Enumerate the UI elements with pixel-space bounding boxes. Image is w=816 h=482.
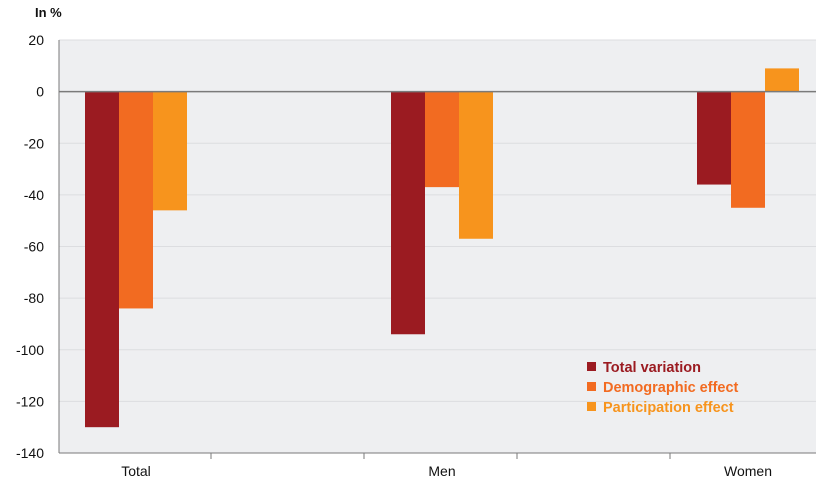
y-tick-label: -80 — [24, 290, 44, 306]
y-tick-label: -100 — [16, 342, 44, 358]
legend-swatch — [587, 382, 596, 391]
x-tick-label: Total — [121, 463, 151, 479]
bar — [731, 91, 765, 208]
x-axis: Total Men Women — [121, 453, 772, 479]
bar — [85, 91, 119, 428]
y-tick-label: -120 — [16, 393, 44, 409]
x-tick-label: Men — [428, 463, 455, 479]
y-tick-label: -140 — [16, 445, 44, 461]
y-tick-label: 20 — [28, 32, 44, 48]
bar — [697, 91, 731, 185]
legend-label: Participation effect — [603, 400, 734, 416]
unit-label: In % — [35, 5, 62, 20]
y-tick-label: -20 — [24, 135, 44, 151]
bar — [459, 91, 493, 239]
bar — [425, 91, 459, 188]
legend-swatch — [587, 402, 596, 411]
y-tick-label: -40 — [24, 187, 44, 203]
y-tick-label: 0 — [36, 84, 44, 100]
bar — [119, 91, 153, 309]
legend-swatch — [587, 362, 596, 371]
y-axis: 20 0 -20 -40 -60 -80 -100 -120 -140 — [16, 32, 44, 461]
bar — [153, 91, 187, 211]
bar — [391, 91, 425, 335]
x-tick-label: Women — [724, 463, 772, 479]
legend-label: Demographic effect — [603, 380, 739, 396]
bar — [765, 68, 799, 92]
legend-label: Total variation — [603, 360, 701, 376]
legend: Total variation Demographic effect Partici… — [587, 360, 739, 416]
bars — [85, 68, 799, 428]
y-tick-label: -60 — [24, 239, 44, 255]
